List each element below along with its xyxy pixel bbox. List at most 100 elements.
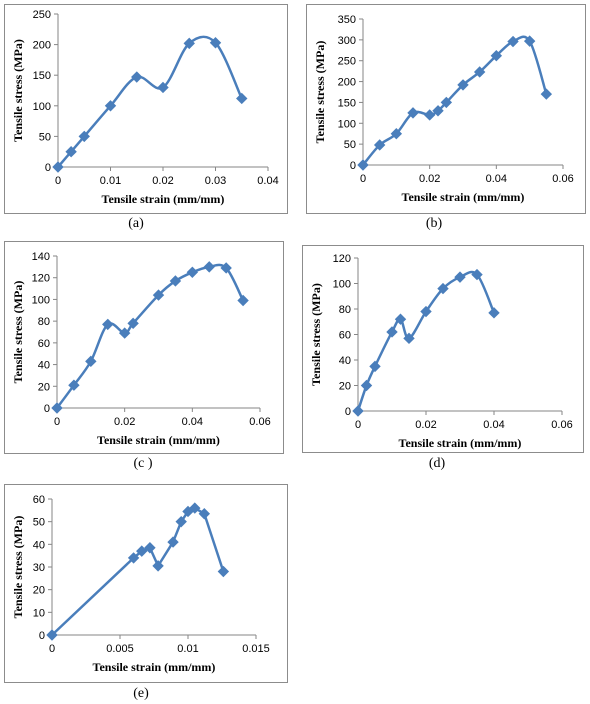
chart-b-data-point (507, 35, 519, 48)
chart-c-data-point (152, 289, 165, 301)
chart-a-x-tick-label: 0.01 (100, 175, 121, 187)
chart-d-x-tick-label: 0.06 (551, 419, 572, 431)
chart-b-y-tick-label: 100 (338, 118, 356, 130)
chart-a-y-tick-label: 100 (33, 101, 51, 113)
chart-e-data-point (198, 508, 211, 520)
chart-panel-e: 0 10 20 30 40 50 60 0 0.005 0.01 0.015 Tensile stra… (4, 484, 288, 683)
chart-d-data-point (437, 282, 449, 295)
caption-e: (e) (133, 686, 149, 701)
chart-c-svg: 0 20 40 60 80 100 120 140 0 0.02 0.04 0.06 Tensile s… (4, 241, 284, 454)
chart-c-y-tick-label: 60 (38, 338, 50, 350)
chart-a-x-tick-label: 0.03 (205, 175, 226, 187)
chart-a-data-point (131, 71, 143, 83)
chart-d-data-point (386, 326, 398, 338)
chart-e-x-tick-label: 0 (49, 643, 55, 655)
chart-b-y-tick-label: 350 (338, 14, 356, 26)
chart-c-data-point (237, 294, 249, 307)
chart-a-y-tick-label: 150 (33, 70, 51, 82)
chart-e-y-tick-label: 10 (33, 607, 45, 619)
chart-d-x-tick-label: 0 (355, 419, 361, 431)
chart-a-x-tick-label: 0.02 (152, 175, 173, 187)
chart-b-data-point (490, 50, 503, 62)
chart-b-y-axis-title: Tensile stress (MPa) (313, 41, 327, 144)
chart-b-data-point (357, 159, 369, 171)
chart-e-y-tick-label: 40 (33, 539, 45, 551)
chart-b-x-axis-title: Tensile strain (mm/mm) (402, 190, 525, 204)
caption-d: (d) (428, 456, 446, 471)
chart-d-data-point (420, 305, 432, 318)
chart-d-svg: 0 20 40 60 80 100 120 0 0.02 0.04 0.06 Tensile stra… (302, 245, 584, 453)
chart-c-x-tick-label: 0.04 (182, 416, 203, 428)
chart-e-x-tick-label: 0.005 (106, 643, 134, 655)
chart-c-data-point (169, 275, 182, 287)
chart-b-data-point (373, 139, 386, 151)
chart-c-y-tick-label: 80 (38, 316, 50, 328)
chart-b-y-tick-label: 50 (344, 139, 356, 151)
chart-c-data-point (85, 355, 97, 368)
chart-c-y-tick-label: 140 (32, 251, 50, 263)
chart-d-data-point (360, 379, 373, 392)
chart-a-data-point (78, 130, 90, 143)
chart-c-data-point (51, 402, 63, 414)
chart-b-data-point (440, 96, 453, 109)
chart-e-svg: 0 10 20 30 40 50 60 0 0.005 0.01 0.015 Tensile stra… (4, 484, 288, 683)
chart-a-y-tick-label: 50 (39, 131, 51, 143)
chart-c-data-point (220, 262, 232, 274)
chart-a-y-tick-label: 0 (45, 162, 51, 174)
chart-c-data-point (102, 318, 114, 331)
chart-a-frame (4, 4, 288, 214)
chart-c-data-point (118, 327, 131, 339)
chart-e-y-tick-label: 60 (33, 494, 45, 506)
chart-d-y-tick-label: 80 (339, 304, 351, 316)
chart-d-y-tick-label: 0 (345, 406, 351, 418)
chart-b-x-tick-label: 0.04 (486, 173, 507, 185)
chart-b-data-point (432, 105, 444, 117)
chart-b-y-tick-label: 0 (350, 160, 356, 172)
chart-a-y-tick-label: 250 (33, 9, 51, 21)
chart-e-data-point (167, 536, 179, 548)
chart-c-y-tick-label: 100 (32, 294, 50, 306)
chart-c-frame (4, 241, 284, 454)
chart-e-x-tick-label: 0.01 (177, 643, 198, 655)
chart-e-y-tick-label: 0 (39, 630, 45, 642)
chart-e-data-point (46, 629, 58, 641)
chart-a-x-tick-label: 0 (55, 175, 61, 187)
chart-a-data-point (209, 37, 222, 49)
chart-c-x-tick-label: 0 (54, 416, 60, 428)
chart-d-y-tick-label: 60 (339, 330, 351, 342)
chart-a-data-point (236, 92, 248, 105)
chart-b-data-point (523, 35, 536, 47)
chart-c-x-tick-label: 0.06 (249, 416, 270, 428)
chart-e-y-tick-label: 50 (33, 517, 45, 529)
chart-c-data-point (68, 379, 80, 391)
chart-a-x-axis-title: Tensile strain (mm/mm) (102, 192, 225, 206)
chart-c-data-point (186, 266, 199, 278)
chart-e-y-tick-label: 20 (33, 585, 45, 597)
chart-b-x-tick-label: 0.02 (419, 173, 440, 185)
chart-d-data-point (471, 268, 483, 281)
chart-e-x-axis-title: Tensile strain (mm/mm) (93, 660, 216, 674)
chart-e-x-tick-label: 0.015 (242, 643, 270, 655)
chart-e-data-point (217, 565, 230, 578)
chart-e-data-point (152, 560, 164, 572)
caption-b: (b) (425, 216, 443, 231)
chart-b-data-point (540, 88, 553, 100)
chart-a-y-axis-title: Tensile stress (MPa) (11, 39, 25, 142)
chart-b-x-tick-label: 0.06 (552, 173, 573, 185)
chart-panel-a: 0 50 100 150 200 250 0 0.01 0.02 0.03 0.04 Tensile … (4, 4, 288, 214)
chart-d-y-axis-title: Tensile stress (MPa) (309, 283, 323, 386)
chart-b-data-point (473, 66, 486, 78)
chart-b-y-tick-label: 200 (338, 77, 356, 89)
chart-d-y-tick-label: 20 (339, 381, 351, 393)
caption-a: (a) (128, 216, 144, 231)
chart-panel-d: 0 20 40 60 80 100 120 0 0.02 0.04 0.06 Tensile stra… (302, 245, 584, 453)
chart-e-y-axis-title: Tensile stress (MPa) (11, 516, 25, 619)
chart-a-data-point (65, 145, 77, 158)
chart-e-data-point (175, 515, 187, 528)
chart-a-svg: 0 50 100 150 200 250 0 0.01 0.02 0.03 0.04 Tensile … (4, 4, 288, 214)
chart-d-x-tick-label: 0.02 (415, 419, 436, 431)
chart-c-y-axis-title: Tensile stress (MPa) (11, 281, 25, 384)
chart-panel-b: 0 50 100 150 200 250 300 350 0 0.02 0.04 0.06 Tensil… (306, 4, 586, 214)
chart-c-x-axis-title: Tensile strain (mm/mm) (97, 433, 220, 447)
chart-a-data-point (157, 81, 169, 94)
